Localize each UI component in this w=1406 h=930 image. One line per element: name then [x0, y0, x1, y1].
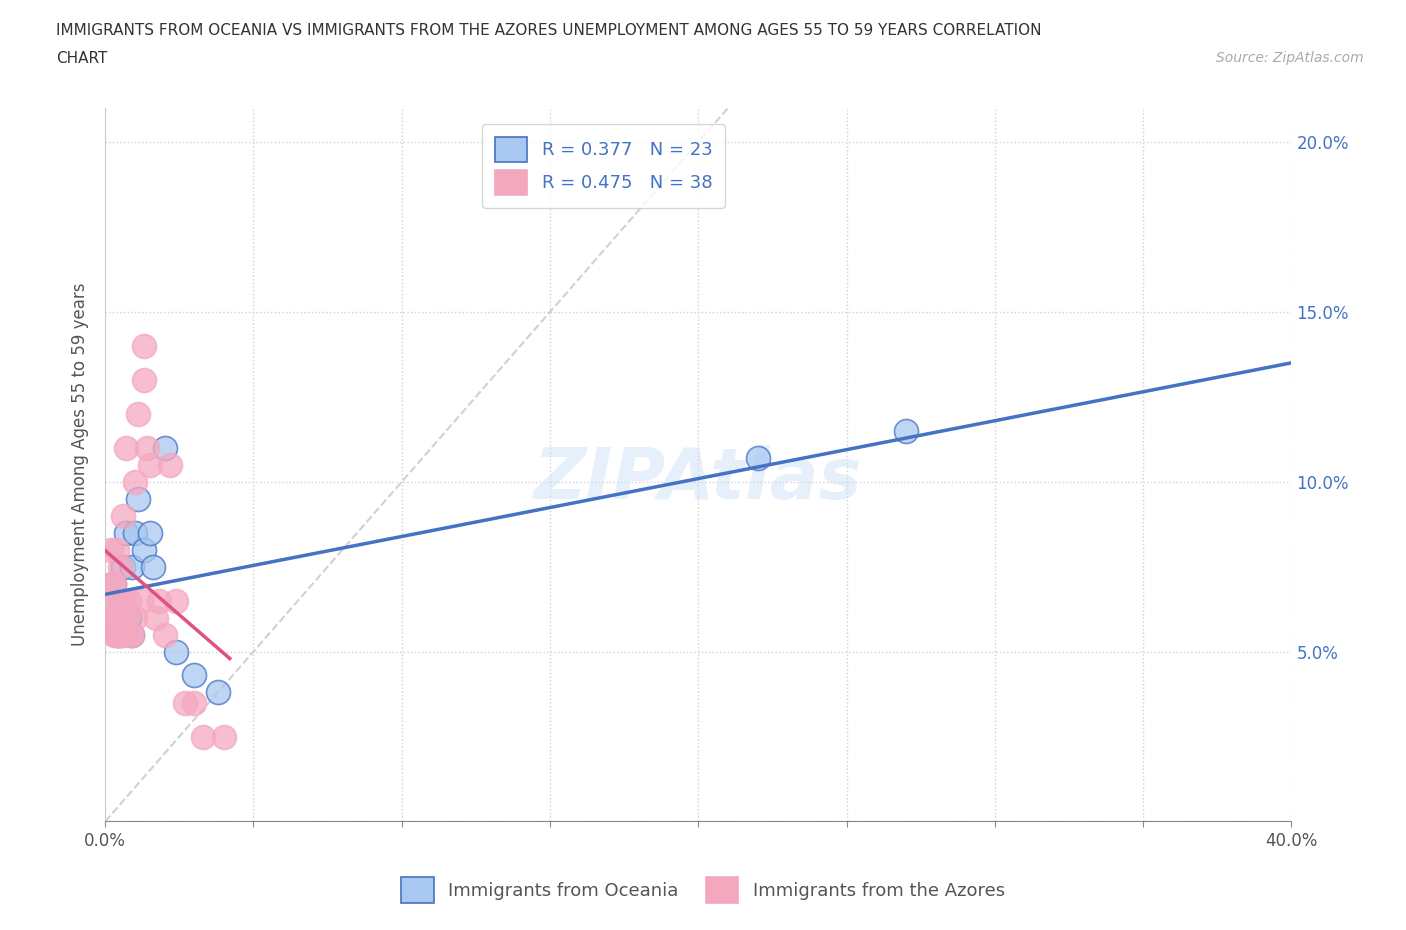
Point	[103, 627, 125, 642]
Point	[132, 372, 155, 387]
Point	[108, 627, 131, 642]
Point	[121, 627, 143, 642]
Point	[127, 406, 149, 421]
Point	[165, 593, 187, 608]
Point	[747, 450, 769, 465]
Point	[115, 440, 138, 455]
Point	[105, 627, 128, 642]
Point	[108, 559, 131, 574]
Point	[111, 559, 134, 574]
Text: Source: ZipAtlas.com: Source: ZipAtlas.com	[1216, 51, 1364, 65]
Point	[121, 559, 143, 574]
Text: CHART: CHART	[56, 51, 108, 66]
Legend: Immigrants from Oceania, Immigrants from the Azores: Immigrants from Oceania, Immigrants from…	[392, 868, 1014, 911]
Point	[103, 577, 125, 591]
Point	[115, 610, 138, 625]
Point	[145, 610, 167, 625]
Point	[132, 542, 155, 557]
Point	[124, 525, 146, 540]
Point	[121, 627, 143, 642]
Point	[142, 559, 165, 574]
Point	[174, 695, 197, 710]
Point	[118, 627, 141, 642]
Point	[191, 729, 214, 744]
Point	[127, 491, 149, 506]
Point	[132, 339, 155, 353]
Point	[894, 423, 917, 438]
Point	[115, 525, 138, 540]
Point	[153, 440, 176, 455]
Point	[118, 593, 141, 608]
Point	[100, 542, 122, 557]
Point	[207, 684, 229, 699]
Point	[212, 729, 235, 744]
Point	[103, 610, 125, 625]
Point	[111, 627, 134, 642]
Point	[165, 644, 187, 659]
Point	[135, 440, 157, 455]
Point	[159, 458, 181, 472]
Point	[103, 577, 125, 591]
Point	[100, 577, 122, 591]
Point	[111, 593, 134, 608]
Text: IMMIGRANTS FROM OCEANIA VS IMMIGRANTS FROM THE AZORES UNEMPLOYMENT AMONG AGES 55: IMMIGRANTS FROM OCEANIA VS IMMIGRANTS FR…	[56, 23, 1042, 38]
Point	[124, 610, 146, 625]
Point	[183, 668, 205, 683]
Point	[108, 627, 131, 642]
Point	[105, 610, 128, 625]
Point	[115, 610, 138, 625]
Point	[138, 525, 160, 540]
Point	[118, 610, 141, 625]
Point	[148, 593, 170, 608]
Point	[105, 542, 128, 557]
Point	[97, 593, 120, 608]
Point	[129, 593, 152, 608]
Point	[183, 695, 205, 710]
Point	[105, 627, 128, 642]
Point	[100, 610, 122, 625]
Point	[111, 509, 134, 524]
Point	[138, 458, 160, 472]
Point	[124, 474, 146, 489]
Legend: R = 0.377   N = 23, R = 0.475   N = 38: R = 0.377 N = 23, R = 0.475 N = 38	[482, 125, 725, 207]
Point	[100, 610, 122, 625]
Text: ZIPAtlas: ZIPAtlas	[534, 445, 863, 513]
Point	[103, 593, 125, 608]
Point	[108, 593, 131, 608]
Y-axis label: Unemployment Among Ages 55 to 59 years: Unemployment Among Ages 55 to 59 years	[72, 283, 89, 646]
Point	[153, 627, 176, 642]
Point	[111, 593, 134, 608]
